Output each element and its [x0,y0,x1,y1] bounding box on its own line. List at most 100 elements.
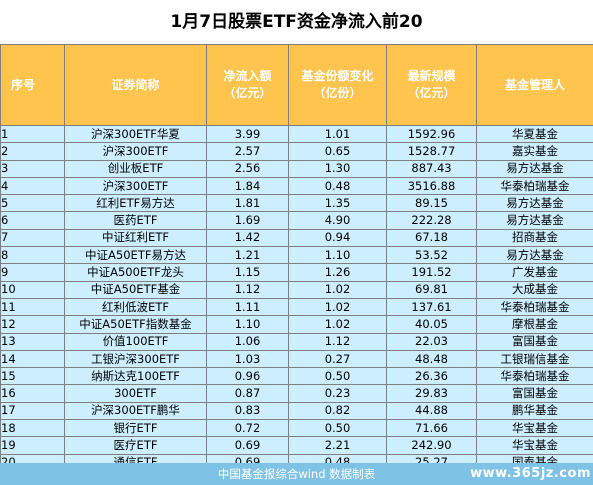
cell-share-change: 1.01 [288,124,387,144]
cell-share-change: 1.35 [288,194,387,213]
table-row: 17 沪深300ETF鹏华 0.83 0.82 44.88 鹏华基金 [0,401,593,421]
cell-manager: 摩根基金 [476,315,593,334]
cell-name: 医疗ETF [64,436,207,455]
table-row: 8 中证A50ETF易方达 1.21 1.10 53.52 易方达基金 [0,246,593,265]
cell-share-change: 0.27 [288,349,387,369]
cell-net-inflow: 3.99 [206,124,289,144]
cell-net-inflow: 0.72 [206,419,289,438]
cell-name: 中证红利ETF [64,228,207,248]
table-row: 2 沪深300ETF 2.57 0.65 1528.77 嘉实基金 [0,142,593,161]
cell-name: 中证A500ETF龙头 [64,263,207,282]
cell-name: 红利低波ETF [64,297,207,317]
cell-scale: 137.61 [386,297,477,317]
cell-scale: 44.88 [386,401,477,421]
header-manager: 基金管理人 [476,44,593,126]
cell-net-inflow: 0.96 [206,367,289,386]
cell-share-change: 0.82 [288,401,387,421]
table-header-row: 序号 证券简称 净流入额 （亿元） 基金份额变化 （亿份） 最新规模 （亿元） 基金管… [0,44,593,126]
cell-manager: 富国基金 [476,384,593,403]
cell-index: 1 [0,124,65,144]
cell-name: 沪深300ETF [64,142,207,161]
cell-net-inflow: 0.83 [206,401,289,421]
cell-scale: 191.52 [386,263,477,282]
table-row: 15 纳斯达克100ETF 0.96 0.50 26.36 华泰柏瑞基金 [0,367,593,386]
cell-share-change: 4.90 [288,211,387,230]
cell-name: 价值100ETF [64,332,207,351]
cell-index: 11 [0,297,65,317]
cell-name: 中证A50ETF易方达 [64,246,207,265]
cell-share-change: 2.21 [288,436,387,455]
table-row: 4 沪深300ETF 1.84 0.48 3516.88 华泰柏瑞基金 [0,176,593,196]
cell-name: 医药ETF [64,211,207,230]
cell-name: 创业板ETF [64,159,207,178]
cell-manager: 华宝基金 [476,419,593,438]
table-body: 1 沪深300ETF华夏 3.99 1.01 1592.96 华夏基金 2 沪深300ETF 2… [0,124,593,472]
cell-net-inflow: 1.06 [206,332,289,351]
cell-scale: 48.48 [386,349,477,369]
cell-net-inflow: 1.03 [206,349,289,369]
cell-scale: 69.81 [386,280,477,299]
cell-share-change: 0.23 [288,384,387,403]
cell-scale: 40.05 [386,315,477,334]
header-index: 序号 [0,44,65,126]
cell-index: 14 [0,349,65,369]
cell-net-inflow: 2.56 [206,159,289,178]
table-row: 10 中证A50ETF基金 1.12 1.02 69.81 大成基金 [0,280,593,299]
cell-scale: 29.83 [386,384,477,403]
cell-share-change: 0.50 [288,419,387,438]
cell-share-change: 0.48 [288,176,387,196]
header-net-inflow: 净流入额 （亿元） [206,44,289,126]
cell-index: 16 [0,384,65,403]
cell-net-inflow: 2.57 [206,142,289,161]
cell-name: 沪深300ETF鹏华 [64,401,207,421]
cell-share-change: 1.10 [288,246,387,265]
table-row: 12 中证A50ETF指数基金 1.10 1.02 40.05 摩根基金 [0,315,593,334]
source-footer: 中国基金报综合wind 数据制表 [0,463,593,485]
header-name: 证券简称 [64,44,207,126]
cell-net-inflow: 1.84 [206,176,289,196]
cell-index: 19 [0,436,65,455]
cell-name: 中证A50ETF基金 [64,280,207,299]
cell-share-change: 0.50 [288,367,387,386]
table-row: 14 工银沪深300ETF 1.03 0.27 48.48 工银瑞信基金 [0,349,593,369]
cell-index: 10 [0,280,65,299]
cell-manager: 招商基金 [476,228,593,248]
cell-scale: 22.03 [386,332,477,351]
cell-share-change: 1.30 [288,159,387,178]
cell-name: 沪深300ETF华夏 [64,124,207,144]
cell-manager: 工银瑞信基金 [476,349,593,369]
cell-scale: 89.15 [386,194,477,213]
cell-scale: 242.90 [386,436,477,455]
cell-share-change: 1.02 [288,297,387,317]
cell-manager: 华泰柏瑞基金 [476,297,593,317]
table-row: 18 银行ETF 0.72 0.50 71.66 华宝基金 [0,419,593,438]
cell-manager: 易方达基金 [476,246,593,265]
cell-name: 纳斯达克100ETF [64,367,207,386]
table-row: 13 价值100ETF 1.06 1.12 22.03 富国基金 [0,332,593,351]
cell-scale: 67.18 [386,228,477,248]
table-row: 7 中证红利ETF 1.42 0.94 67.18 招商基金 [0,228,593,248]
cell-name: 300ETF [64,384,207,403]
table-row: 5 红利ETF易方达 1.81 1.35 89.15 易方达基金 [0,194,593,213]
cell-index: 8 [0,246,65,265]
cell-name: 中证A50ETF指数基金 [64,315,207,334]
cell-scale: 1592.96 [386,124,477,144]
page-title: 1月7日股票ETF资金净流入前20 [170,12,423,32]
cell-manager: 富国基金 [476,332,593,351]
cell-index: 17 [0,401,65,421]
cell-share-change: 1.12 [288,332,387,351]
cell-net-inflow: 1.42 [206,228,289,248]
cell-manager: 华宝基金 [476,436,593,455]
cell-name: 工银沪深300ETF [64,349,207,369]
cell-manager: 易方达基金 [476,211,593,230]
cell-share-change: 0.65 [288,142,387,161]
cell-manager: 大成基金 [476,280,593,299]
watermark: www.365jz.com [470,466,591,481]
etf-inflow-table: 序号 证券简称 净流入额 （亿元） 基金份额变化 （亿份） 最新规模 （亿元） 基金管… [0,44,593,472]
cell-index: 6 [0,211,65,230]
cell-net-inflow: 1.10 [206,315,289,334]
cell-name: 银行ETF [64,419,207,438]
table-row: 11 红利低波ETF 1.11 1.02 137.61 华泰柏瑞基金 [0,297,593,317]
table-row: 1 沪深300ETF华夏 3.99 1.01 1592.96 华夏基金 [0,124,593,144]
cell-net-inflow: 0.69 [206,436,289,455]
